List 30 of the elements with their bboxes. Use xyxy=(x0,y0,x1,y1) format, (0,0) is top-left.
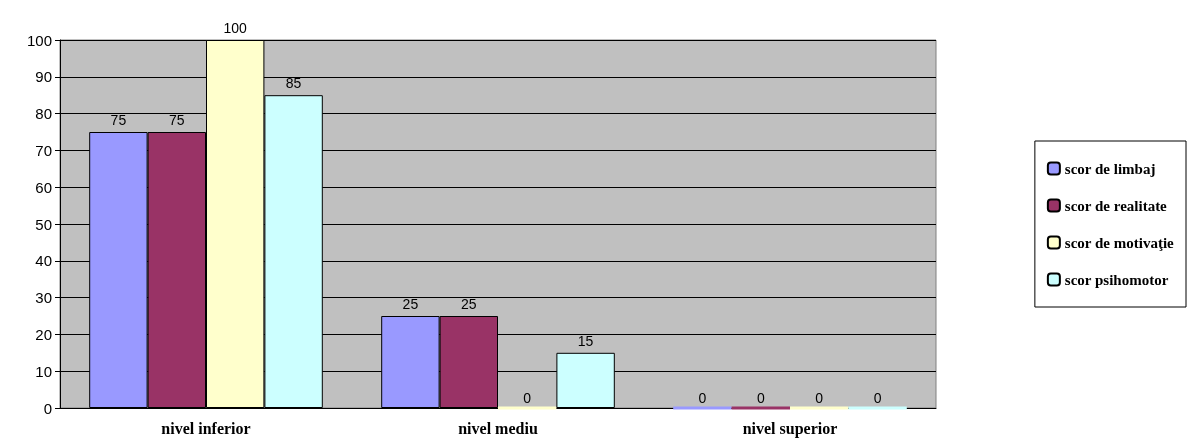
y-tick-label: 0 xyxy=(43,399,52,417)
legend-label: scor de motivaţie xyxy=(1064,234,1175,251)
data-label: 0 xyxy=(756,389,765,406)
y-tick-label: 60 xyxy=(35,178,52,196)
data-label: 85 xyxy=(285,75,302,92)
data-label: 15 xyxy=(577,332,594,349)
y-tick-label: 40 xyxy=(35,252,52,270)
y-tick-label: 90 xyxy=(35,68,52,86)
data-label: 75 xyxy=(169,112,185,128)
x-tick-label: nivel mediu xyxy=(458,419,538,437)
y-tick-label: 10 xyxy=(35,362,52,380)
x-tick-label: nivel inferior xyxy=(161,419,251,437)
y-tick-label: 30 xyxy=(35,289,52,307)
data-label: 75 xyxy=(110,112,127,128)
x-tick-label: nivel superior xyxy=(742,419,838,438)
legend-label: scor de realitate xyxy=(1064,197,1168,214)
data-label: 0 xyxy=(523,389,532,406)
data-label: 0 xyxy=(873,389,882,406)
data-label: 25 xyxy=(402,296,419,312)
y-tick-label: 20 xyxy=(35,325,52,343)
data-label: 0 xyxy=(815,389,824,406)
data-label: 100 xyxy=(223,20,248,36)
y-tick-label: 80 xyxy=(35,105,52,123)
data-label: 25 xyxy=(461,296,477,312)
y-tick-label: 50 xyxy=(35,215,52,233)
y-tick-label: 70 xyxy=(35,141,52,159)
legend-label: scor psihomotor xyxy=(1064,271,1169,288)
legend-label: scor de limbaj xyxy=(1064,160,1156,177)
data-label: 0 xyxy=(698,389,707,406)
y-tick-label: 100 xyxy=(26,31,52,49)
